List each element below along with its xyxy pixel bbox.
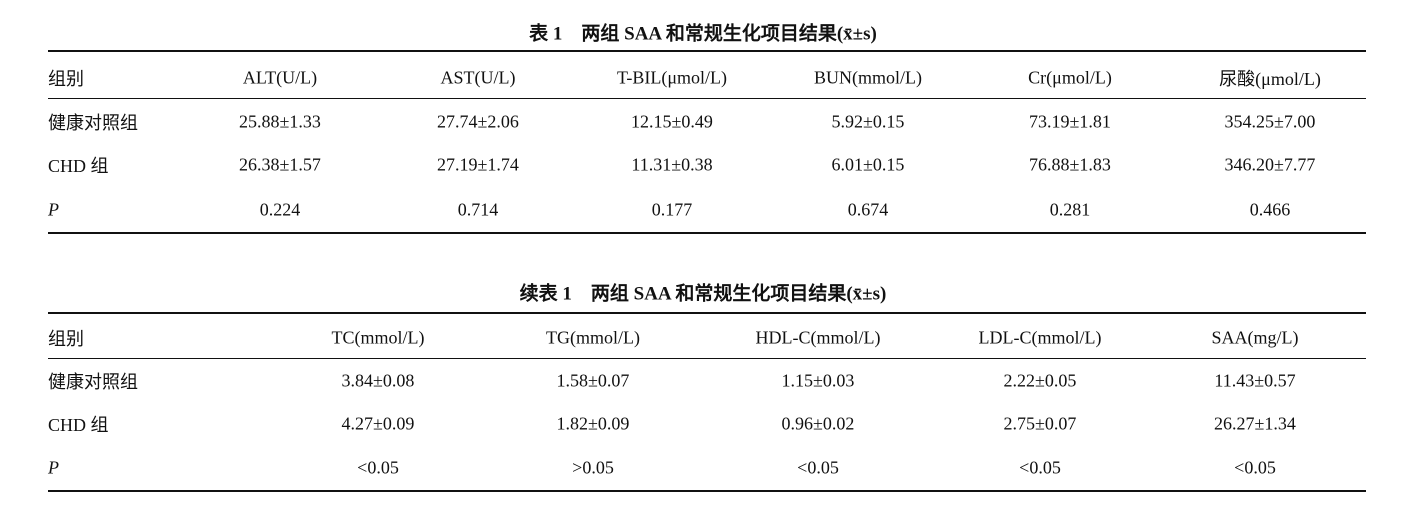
table-cell: P	[48, 457, 59, 478]
table-cell: 27.74±2.06	[437, 111, 519, 132]
table-cell: 0.224	[259, 199, 301, 220]
table-cell: 4.27±0.09	[341, 413, 415, 434]
table-cell: 5.92±0.15	[831, 111, 905, 132]
table-cell: <0.05	[1019, 457, 1061, 478]
header-cell: ALT(U/L)	[242, 67, 318, 88]
table-cell: <0.05	[1234, 457, 1276, 478]
table-cell: 354.25±7.00	[1224, 111, 1316, 132]
header-cell: T-BIL(μmol/L)	[617, 67, 727, 88]
table-cell: 12.15±0.49	[631, 111, 713, 132]
header-cell: HDL-C(mmol/L)	[755, 327, 881, 348]
table-cell: 3.84±0.08	[341, 370, 415, 391]
header-cell: SAA(mg/L)	[1211, 327, 1299, 348]
table-cell: 6.01±0.15	[831, 154, 905, 175]
bottom-rule	[48, 232, 1366, 234]
table-cell: 0.466	[1249, 199, 1291, 220]
table-cell: 健康对照组	[48, 113, 138, 133]
table-title: 续表 1 两组 SAA 和常规生化项目结果(x̄±s)	[519, 283, 887, 305]
header-cell: TG(mmol/L)	[546, 327, 640, 348]
table-cell: 27.19±1.74	[437, 154, 519, 175]
table-cell: 76.88±1.83	[1029, 154, 1111, 175]
header-cell: AST(U/L)	[440, 67, 516, 88]
table-cell: 2.75±0.07	[1003, 413, 1077, 434]
header-cell: 尿酸(μmol/L)	[1219, 69, 1321, 89]
header-cell: LDL-C(mmol/L)	[978, 327, 1102, 348]
top-rule	[48, 312, 1366, 314]
top-rule	[48, 50, 1366, 52]
table-cell: 1.58±0.07	[556, 370, 630, 391]
table-cell: 11.43±0.57	[1214, 370, 1296, 391]
table-cell: CHD 组	[48, 415, 109, 435]
table-cell: 25.88±1.33	[239, 111, 321, 132]
table-cell: 2.22±0.05	[1003, 370, 1077, 391]
table-cell: >0.05	[572, 457, 614, 478]
table-cell: 0.96±0.02	[781, 413, 855, 434]
table-cell: CHD 组	[48, 156, 109, 176]
table-cell: 1.82±0.09	[556, 413, 630, 434]
table-cell: 0.674	[847, 199, 889, 220]
table-cell: 0.281	[1049, 199, 1091, 220]
bottom-rule	[48, 490, 1366, 492]
table-cell: <0.05	[797, 457, 839, 478]
table-cell: 健康对照组	[48, 372, 138, 392]
table-cell: 346.20±7.77	[1224, 154, 1316, 175]
table-title: 表 1 两组 SAA 和常规生化项目结果(x̄±s)	[529, 23, 877, 45]
header-cell: 组别	[48, 69, 84, 89]
table-cell: 73.19±1.81	[1029, 111, 1111, 132]
table-cell: 1.15±0.03	[781, 370, 855, 391]
table-cell: 26.27±1.34	[1214, 413, 1296, 434]
table-cell: 0.714	[457, 199, 499, 220]
table-cell: 0.177	[651, 199, 693, 220]
table-cell: 11.31±0.38	[631, 154, 713, 175]
header-cell: 组别	[48, 329, 84, 349]
header-cell: Cr(μmol/L)	[1028, 67, 1112, 88]
table-cell: P	[48, 199, 59, 220]
header-rule	[48, 358, 1366, 359]
table-cell: 26.38±1.57	[239, 154, 321, 175]
header-cell: TC(mmol/L)	[331, 327, 425, 348]
header-cell: BUN(mmol/L)	[814, 67, 922, 88]
header-rule	[48, 98, 1366, 99]
table-cell: <0.05	[357, 457, 399, 478]
